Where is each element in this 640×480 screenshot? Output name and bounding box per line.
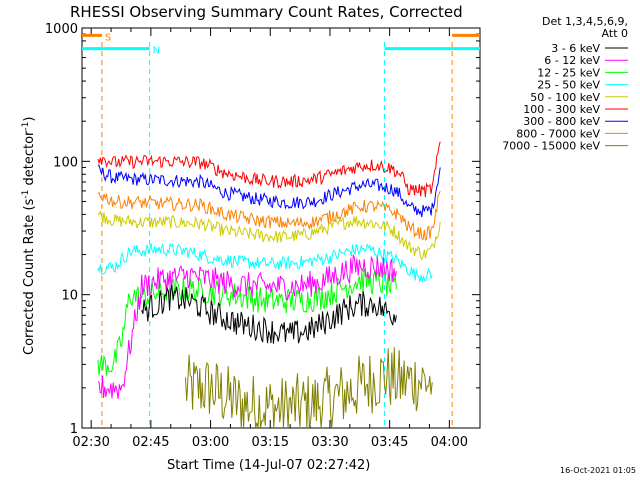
- footer-timestamp: 16-Oct-2021 01:05: [560, 466, 636, 475]
- series-line: [97, 164, 441, 218]
- y-tick-label: 1000: [45, 22, 78, 37]
- legend-entry-label: 100 - 300 keV: [523, 103, 600, 116]
- legend-entry-label: 3 - 6 keV: [551, 42, 600, 55]
- series-line: [185, 347, 433, 429]
- x-tick-label: 04:00: [431, 435, 468, 450]
- legend-header: Det 1,3,4,5,6,9,: [542, 15, 628, 28]
- x-tick-label: 02:45: [132, 435, 169, 450]
- series-line: [97, 267, 397, 376]
- plot-frame: [81, 27, 481, 429]
- state-bars: SN: [82, 32, 480, 57]
- series-line: [97, 190, 441, 242]
- legend-entry-label: 50 - 100 keV: [530, 91, 600, 104]
- series-group: [97, 141, 441, 429]
- legend-entry-label: 6 - 12 keV: [544, 54, 600, 67]
- x-tick-label: 03:15: [252, 435, 289, 450]
- chart-title: RHESSI Observing Summary Count Rates, Co…: [70, 3, 463, 21]
- x-tick-label: 03:45: [371, 435, 408, 450]
- x-axis-label: Start Time (14-Jul-07 02:27:42): [167, 458, 370, 473]
- state-bar-label: S: [105, 32, 111, 43]
- y-tick-label: 10: [61, 289, 78, 304]
- event-markers: [101, 42, 453, 428]
- x-tick-label: 02:30: [72, 435, 109, 450]
- state-bar-label: N: [153, 46, 160, 57]
- series-line: [97, 242, 433, 283]
- legend-entry-label: 12 - 25 keV: [537, 66, 600, 79]
- y-label-end: ): [22, 117, 37, 122]
- y-axis-label: Corrected Count Rate (s-1 detector-1): [21, 117, 37, 355]
- y-label-tail: detector: [22, 130, 37, 190]
- y-label-sup: -1: [21, 190, 31, 199]
- y-label-main: Corrected Count Rate (s: [22, 198, 37, 355]
- legend-entry-label: 7000 - 15000 keV: [502, 140, 600, 153]
- series-line: [141, 284, 397, 344]
- axis-ticks: 02:30 02:45 03:00 03:15 03:30 03:45 04:00 1 10 10…: [45, 22, 480, 450]
- series-line: [97, 253, 397, 399]
- legend-entry-label: 25 - 50 keV: [537, 79, 600, 92]
- x-tick-label: 03:30: [311, 435, 348, 450]
- legend-header: Att 0: [602, 27, 628, 40]
- y-label-sup2: -1: [21, 122, 31, 131]
- series-line: [97, 210, 441, 261]
- x-tick-label: 03:00: [192, 435, 229, 450]
- legend-entry-label: 300 - 800 keV: [523, 115, 600, 128]
- legend-entry-label: 800 - 7000 keV: [516, 127, 600, 140]
- series-line: [97, 141, 441, 198]
- y-tick-label: 1: [70, 422, 78, 437]
- y-tick-label: 100: [53, 155, 78, 170]
